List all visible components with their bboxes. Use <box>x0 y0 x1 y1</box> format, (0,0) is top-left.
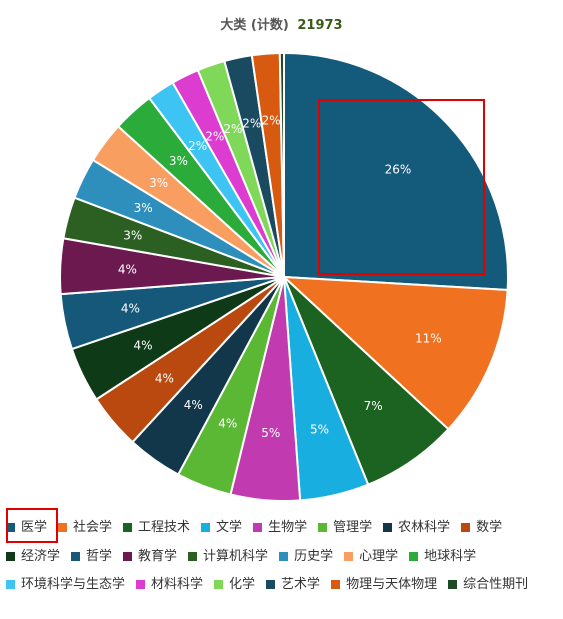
legend-swatch-1 <box>58 523 68 532</box>
legend: 医学 社会学 工程技术 文学 生物学 管理学 农林科学 数学经济学 哲学 教育学 计算机科学 历史学 心… <box>6 514 561 600</box>
legend-item-19[interactable]: 物理与天体物理 <box>331 571 437 600</box>
legend-item-2[interactable]: 工程技术 <box>123 514 190 543</box>
legend-item-16[interactable]: 材料科学 <box>136 571 203 600</box>
legend-label-13: 心理学 <box>359 548 399 564</box>
legend-label-7: 数学 <box>476 520 503 535</box>
legend-item-18[interactable]: 艺术学 <box>266 571 320 600</box>
chart-title: 大类 (计数) 21973 <box>0 14 563 33</box>
slice-label-11: 3% <box>123 229 142 243</box>
legend-item-10[interactable]: 教育学 <box>123 543 177 572</box>
legend-swatch-6 <box>383 523 393 532</box>
legend-swatch-3 <box>201 523 211 532</box>
legend-label-1: 社会学 <box>73 520 113 535</box>
slice-label-12: 3% <box>134 201 153 215</box>
legend-swatch-13 <box>344 551 354 561</box>
slice-label-8: 4% <box>133 339 152 353</box>
slice-label-0: 26% <box>385 162 412 176</box>
slice-label-6: 4% <box>184 398 203 412</box>
legend-swatch-10 <box>123 551 133 561</box>
legend-label-8: 经济学 <box>21 548 61 564</box>
pie-slice-0[interactable] <box>283 51 509 292</box>
legend-item-6[interactable]: 农林科学 <box>383 514 450 543</box>
slice-label-16: 2% <box>205 129 224 143</box>
legend-swatch-16 <box>136 580 146 589</box>
legend-item-15[interactable]: 环境科学与生态学 <box>6 571 125 600</box>
legend-swatch-17 <box>214 580 224 589</box>
legend-item-0[interactable]: 医学 <box>6 514 47 543</box>
legend-label-6: 农林科学 <box>398 520 451 535</box>
legend-label-2: 工程技术 <box>138 520 191 535</box>
legend-swatch-5 <box>318 523 328 532</box>
slice-label-17: 2% <box>223 122 242 136</box>
legend-swatch-7 <box>461 523 471 532</box>
pie-slice-20[interactable] <box>278 51 285 278</box>
slice-label-18: 2% <box>242 117 261 131</box>
legend-item-1[interactable]: 社会学 <box>58 514 112 543</box>
slice-label-5: 4% <box>218 416 237 430</box>
slice-label-13: 3% <box>149 176 168 190</box>
legend-label-19: 物理与天体物理 <box>346 577 438 592</box>
legend-swatch-18 <box>266 580 276 589</box>
slice-label-4: 5% <box>261 426 280 440</box>
legend-swatch-14 <box>409 551 419 561</box>
legend-item-11[interactable]: 计算机科学 <box>188 543 268 572</box>
legend-swatch-19 <box>331 580 341 589</box>
pie-slice-1[interactable] <box>281 275 509 431</box>
legend-label-18: 艺术学 <box>281 577 321 592</box>
slice-label-7: 4% <box>155 371 174 385</box>
legend-swatch-2 <box>123 523 133 532</box>
legend-label-4: 生物学 <box>268 520 308 535</box>
legend-swatch-9 <box>71 551 81 561</box>
slice-label-1: 11% <box>415 331 442 345</box>
legend-swatch-8 <box>6 551 15 561</box>
legend-item-17[interactable]: 化学 <box>214 571 255 600</box>
legend-item-3[interactable]: 文学 <box>201 514 242 543</box>
legend-swatch-20 <box>448 580 458 589</box>
slice-label-10: 4% <box>118 262 137 276</box>
legend-label-0: 医学 <box>21 520 48 535</box>
chart-total: 21973 <box>297 18 343 33</box>
chart-title-text: 大类 (计数) <box>220 18 289 33</box>
legend-swatch-12 <box>279 551 289 561</box>
legend-label-14: 地球科学 <box>424 548 477 564</box>
legend-label-11: 计算机科学 <box>203 548 269 564</box>
legend-label-17: 化学 <box>229 577 256 592</box>
legend-swatch-15 <box>6 580 15 589</box>
legend-label-5: 管理学 <box>333 520 373 535</box>
legend-item-12[interactable]: 历史学 <box>279 543 333 572</box>
slice-label-2: 7% <box>364 399 383 413</box>
slice-label-15: 2% <box>188 139 207 153</box>
legend-item-9[interactable]: 哲学 <box>71 543 112 572</box>
legend-item-13[interactable]: 心理学 <box>344 543 398 572</box>
legend-item-20[interactable]: 综合性期刊 <box>448 571 528 600</box>
legend-item-5[interactable]: 管理学 <box>318 514 372 543</box>
legend-swatch-4 <box>253 523 263 532</box>
slice-label-3: 5% <box>310 423 329 437</box>
legend-label-12: 历史学 <box>294 548 334 564</box>
legend-swatch-0 <box>6 523 15 532</box>
legend-label-16: 材料科学 <box>151 577 204 592</box>
legend-swatch-11 <box>188 551 198 561</box>
legend-item-4[interactable]: 生物学 <box>253 514 307 543</box>
legend-label-10: 教育学 <box>138 548 178 564</box>
legend-label-3: 文学 <box>216 520 243 535</box>
legend-label-15: 环境科学与生态学 <box>21 577 126 592</box>
slice-label-14: 3% <box>169 154 188 168</box>
slice-label-19: 2% <box>262 114 281 128</box>
legend-item-7[interactable]: 数学 <box>461 514 502 543</box>
legend-label-20: 综合性期刊 <box>463 577 529 592</box>
legend-item-8[interactable]: 经济学 <box>6 543 60 572</box>
pie-chart: 26%11%7%5%5%4%4%4%4%4%4%3%3%3%3%2%2%2% 2%… <box>59 51 509 502</box>
legend-label-9: 哲学 <box>86 548 113 564</box>
legend-item-14[interactable]: 地球科学 <box>409 543 476 572</box>
slice-label-9: 4% <box>121 302 140 316</box>
